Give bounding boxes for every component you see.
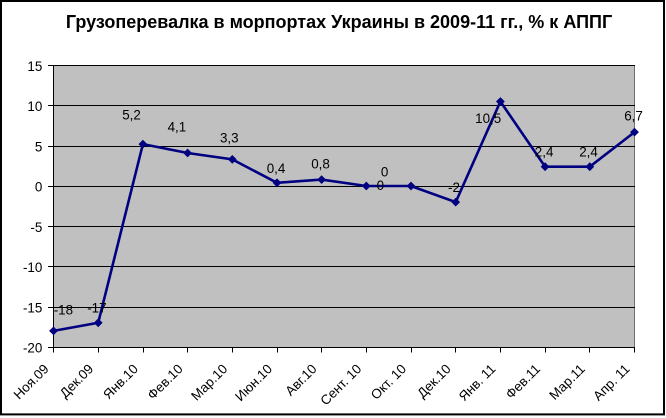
svg-text:15: 15: [27, 59, 42, 74]
svg-text:-15: -15: [23, 300, 42, 315]
svg-text:2,4: 2,4: [535, 145, 554, 160]
svg-text:5,2: 5,2: [122, 108, 141, 123]
svg-text:-18: -18: [54, 302, 73, 317]
svg-text:-10: -10: [23, 260, 42, 275]
svg-text:5: 5: [35, 139, 42, 154]
svg-text:-17: -17: [87, 300, 106, 315]
svg-text:10: 10: [27, 99, 42, 114]
svg-text:-20: -20: [23, 341, 42, 356]
svg-text:0: 0: [377, 178, 384, 193]
svg-text:2,4: 2,4: [579, 145, 598, 160]
svg-text:6,7: 6,7: [624, 108, 643, 123]
svg-text:0,8: 0,8: [311, 156, 330, 171]
svg-text:0,4: 0,4: [267, 161, 286, 176]
svg-text:0: 0: [35, 180, 42, 195]
svg-text:0: 0: [381, 164, 388, 179]
svg-text:10,5: 10,5: [475, 111, 501, 126]
svg-text:-5: -5: [30, 220, 42, 235]
svg-text:Грузоперевалка в морпортах Укр: Грузоперевалка в морпортах Украины в 200…: [66, 12, 612, 32]
svg-text:-2: -2: [448, 180, 460, 195]
svg-text:4,1: 4,1: [168, 120, 187, 135]
svg-text:3,3: 3,3: [220, 130, 239, 145]
